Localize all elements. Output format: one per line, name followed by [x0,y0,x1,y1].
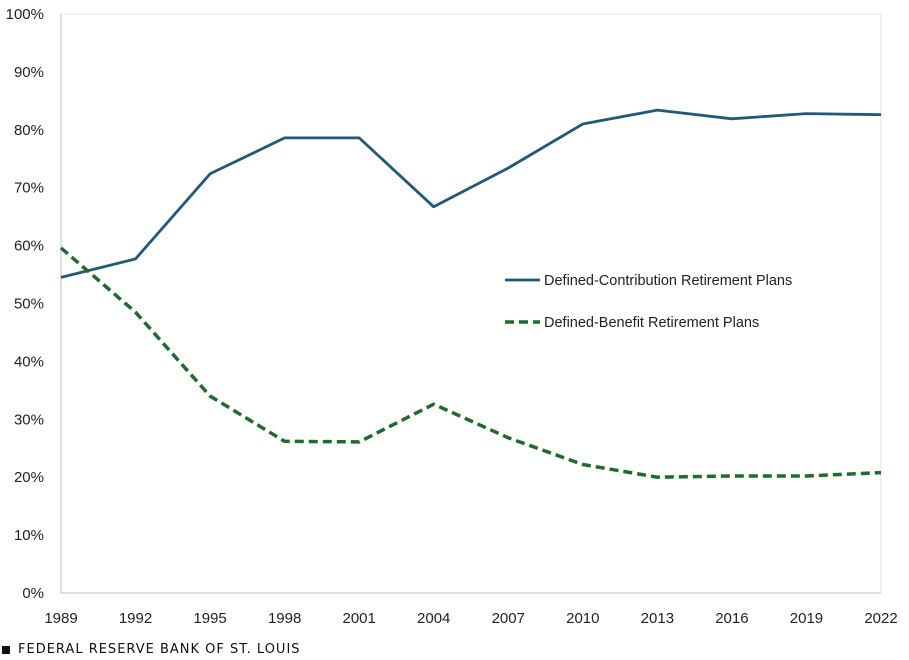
line-chart: 0%10%20%30%40%50%60%70%80%90%100% 1989 19… [6,6,898,627]
x-tick-label: 2004 [417,610,450,627]
axes [60,13,882,594]
y-tick-label: 10% [14,527,44,544]
y-tick-label: 80% [14,122,44,139]
x-tick-label: 2013 [641,610,674,627]
y-tick-label: 90% [14,64,44,81]
x-tick-label: 2010 [566,610,599,627]
legend-label-defined-benefit: Defined-Benefit Retirement Plans [544,315,759,331]
series-lines [59,108,882,479]
y-tick-label: 20% [14,469,44,486]
defined-benefit-series-line [59,246,882,479]
source-label: FEDERAL RESERVE BANK OF ST. LOUIS [18,642,301,657]
y-tick-label: 50% [14,296,44,313]
x-tick-label: 1992 [119,610,152,627]
x-tick-label: 2001 [342,610,375,627]
x-tick-label: 1989 [44,610,77,627]
legend-label-defined-contribution: Defined-Contribution Retirement Plans [544,273,792,289]
x-tick-label: 2019 [790,610,823,627]
y-axis-ticks: 0% 10% 20% 30% 40% 50% 60% 70% 80% 90% 100% [6,6,44,602]
x-tick-label: 2016 [715,610,748,627]
y-tick-label: 60% [14,238,44,255]
y-tick-label: 30% [14,411,44,428]
x-tick-label: 1998 [268,610,301,627]
footer-square-icon [2,645,10,654]
legend: Defined-Contribution Retirement Plans Def… [505,273,792,331]
y-tick-label: 0% [22,585,44,602]
source-footer: FEDERAL RESERVE BANK OF ST. LOUIS [2,642,301,657]
x-tick-label: 2007 [492,610,525,627]
x-axis-ticks: 1989 1992 1995 1998 2001 2004 2007 2010 2013 2016… [44,610,897,627]
y-tick-label: 70% [14,180,44,197]
x-tick-label: 2022 [864,610,897,627]
y-tick-label: 100% [6,6,44,23]
x-tick-label: 1995 [193,610,226,627]
defined-contribution-series-line [60,108,882,279]
y-tick-label: 40% [14,353,44,370]
